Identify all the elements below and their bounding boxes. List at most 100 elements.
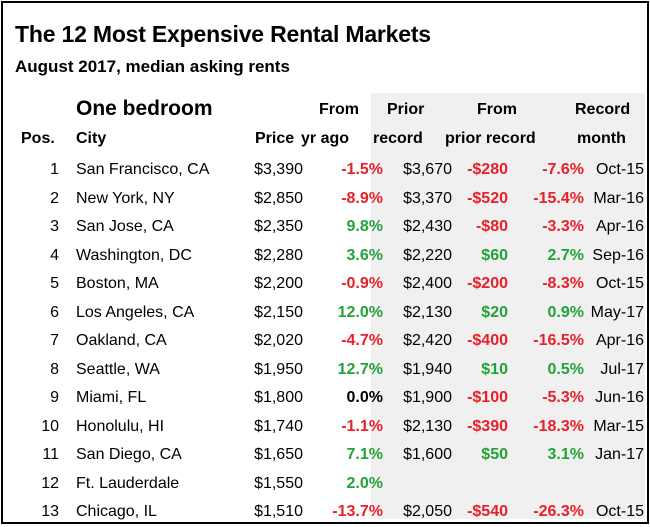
row-change-yr-ago: -13.7% xyxy=(332,503,383,521)
page-title: The 12 Most Expensive Rental Markets xyxy=(15,21,431,47)
row-position: 1 xyxy=(50,161,59,179)
row-change-from-prior-amount: -$100 xyxy=(467,389,508,407)
row-change-from-prior-percent: -7.6% xyxy=(542,161,584,179)
row-change-from-prior-percent: 0.9% xyxy=(547,303,584,321)
row-price: $1,950 xyxy=(254,360,303,378)
row-prior-record: $2,050 xyxy=(403,503,452,521)
row-position: 11 xyxy=(42,446,59,464)
row-position: 9 xyxy=(50,389,59,407)
row-change-from-prior-amount: -$540 xyxy=(467,503,508,521)
row-change-from-prior-percent: 0.5% xyxy=(547,360,584,378)
rental-table-body: 1 San Francisco, CA $3,390 -1.5% $3,670 -$280… xyxy=(3,156,644,527)
row-city: Chicago, IL xyxy=(76,503,157,521)
table-row: 12 Ft. Lauderdale $1,550 2.0% xyxy=(3,470,644,499)
row-change-from-prior-amount: -$400 xyxy=(467,332,508,350)
row-change-from-prior-amount: $50 xyxy=(481,446,508,464)
row-change-from-prior-percent: -18.3% xyxy=(533,417,584,435)
table-row: 3 San Jose, CA $2,350 9.8% $2,430 -$80 -3.3% Ap… xyxy=(3,213,644,242)
row-price: $2,850 xyxy=(254,189,303,207)
row-city: Miami, FL xyxy=(76,389,147,407)
row-record-month: Sep-16 xyxy=(592,246,644,264)
row-change-from-prior-percent: 2.7% xyxy=(547,246,584,264)
row-position: 7 xyxy=(50,332,59,350)
row-change-from-prior-percent: -16.5% xyxy=(533,332,584,350)
row-change-from-prior-percent: -15.4% xyxy=(533,189,584,207)
header-from-top: From xyxy=(319,101,359,118)
row-city: San Jose, CA xyxy=(76,218,174,236)
header-prior-top: Prior xyxy=(387,101,425,118)
row-change-yr-ago: 12.7% xyxy=(337,360,383,378)
row-change-yr-ago: 0.0% xyxy=(346,389,383,407)
row-change-from-prior-percent: -3.3% xyxy=(542,218,584,236)
row-change-yr-ago: 12.0% xyxy=(337,303,383,321)
row-change-yr-ago: -0.9% xyxy=(341,275,383,293)
row-record-month xyxy=(584,470,644,499)
table-row: 10 Honolulu, HI $1,740 -1.1% $2,130 -$390 -18.… xyxy=(3,413,644,442)
row-price: $3,390 xyxy=(254,161,303,179)
row-change-from-prior-amount: -$520 xyxy=(467,189,508,207)
header-city: City xyxy=(76,130,107,147)
header-record-bottom: month xyxy=(577,130,626,147)
row-prior-record: $3,370 xyxy=(403,189,452,207)
header-pos: Pos. xyxy=(21,130,55,147)
row-city: Oakland, CA xyxy=(76,332,167,350)
table-row: 2 New York, NY $2,850 -8.9% $3,370 -$520 -15.4… xyxy=(3,185,644,214)
row-record-month: Oct-15 xyxy=(595,275,644,293)
row-prior-record: $1,600 xyxy=(403,446,452,464)
row-change-from-prior-percent: 3.1% xyxy=(547,446,584,464)
row-price: $1,740 xyxy=(254,417,303,435)
row-position: 10 xyxy=(41,417,59,435)
row-change-yr-ago: 3.6% xyxy=(346,246,383,264)
row-change-from-prior-percent xyxy=(508,470,584,499)
row-city: Ft. Lauderdale xyxy=(76,474,180,492)
row-record-month: Mar-15 xyxy=(593,417,644,435)
header-from-bottom: yr ago xyxy=(301,130,350,147)
header-from-prior-bottom: prior record xyxy=(445,130,536,147)
row-record-month: Jun-16 xyxy=(595,389,644,407)
header-from-prior-top: From xyxy=(477,101,517,118)
row-prior-record: $3,670 xyxy=(403,161,452,179)
row-prior-record: $2,430 xyxy=(403,218,452,236)
row-prior-record: $2,130 xyxy=(403,303,452,321)
row-record-month: Jan-17 xyxy=(595,446,644,464)
header-record-top: Record xyxy=(575,101,631,118)
row-prior-record xyxy=(383,470,452,499)
row-change-from-prior-amount: -$390 xyxy=(467,417,508,435)
table-row: 6 Los Angeles, CA $2,150 12.0% $2,130 $20 0.9%… xyxy=(3,299,644,328)
row-change-from-prior-amount: -$80 xyxy=(475,218,508,236)
row-change-yr-ago: -4.7% xyxy=(341,332,383,350)
header-price: Price xyxy=(255,130,295,147)
row-record-month: Mar-16 xyxy=(593,189,644,207)
row-position: 2 xyxy=(50,189,59,207)
row-prior-record: $2,220 xyxy=(403,246,452,264)
row-price: $1,800 xyxy=(254,389,303,407)
row-record-month: Oct-15 xyxy=(595,503,644,521)
row-change-from-prior-percent: -26.3% xyxy=(533,503,584,521)
row-prior-record: $1,900 xyxy=(403,389,452,407)
row-record-month: Apr-16 xyxy=(595,332,644,350)
row-change-from-prior-percent: -5.3% xyxy=(542,389,584,407)
row-city: San Diego, CA xyxy=(76,446,182,464)
row-record-month: Jul-17 xyxy=(600,360,644,378)
row-position: 8 xyxy=(50,360,59,378)
row-position: 5 xyxy=(50,275,59,293)
row-prior-record: $2,130 xyxy=(403,417,452,435)
table-row: 8 Seattle, WA $1,950 12.7% $1,940 $10 0.5% Jul-… xyxy=(3,356,644,385)
row-prior-record: $1,940 xyxy=(403,360,452,378)
row-prior-record: $2,420 xyxy=(403,332,452,350)
table-row: 9 Miami, FL $1,800 0.0% $1,900 -$100 -5.3% Jun-… xyxy=(3,384,644,413)
row-position: 12 xyxy=(41,474,59,492)
row-record-month: Apr-16 xyxy=(595,218,644,236)
page-subtitle: August 2017, median asking rents xyxy=(15,57,290,76)
row-position: 13 xyxy=(41,503,59,521)
row-city: Washington, DC xyxy=(76,246,192,264)
row-record-month: May-17 xyxy=(590,303,644,321)
row-change-yr-ago: -1.5% xyxy=(341,161,383,179)
row-record-month: Oct-15 xyxy=(595,161,644,179)
row-change-yr-ago: 7.1% xyxy=(346,446,383,464)
row-position: 4 xyxy=(50,246,59,264)
row-change-from-prior-percent: -8.3% xyxy=(542,275,584,293)
row-prior-record: $2,400 xyxy=(403,275,452,293)
row-price: $2,020 xyxy=(254,332,303,350)
row-price: $2,200 xyxy=(254,275,303,293)
